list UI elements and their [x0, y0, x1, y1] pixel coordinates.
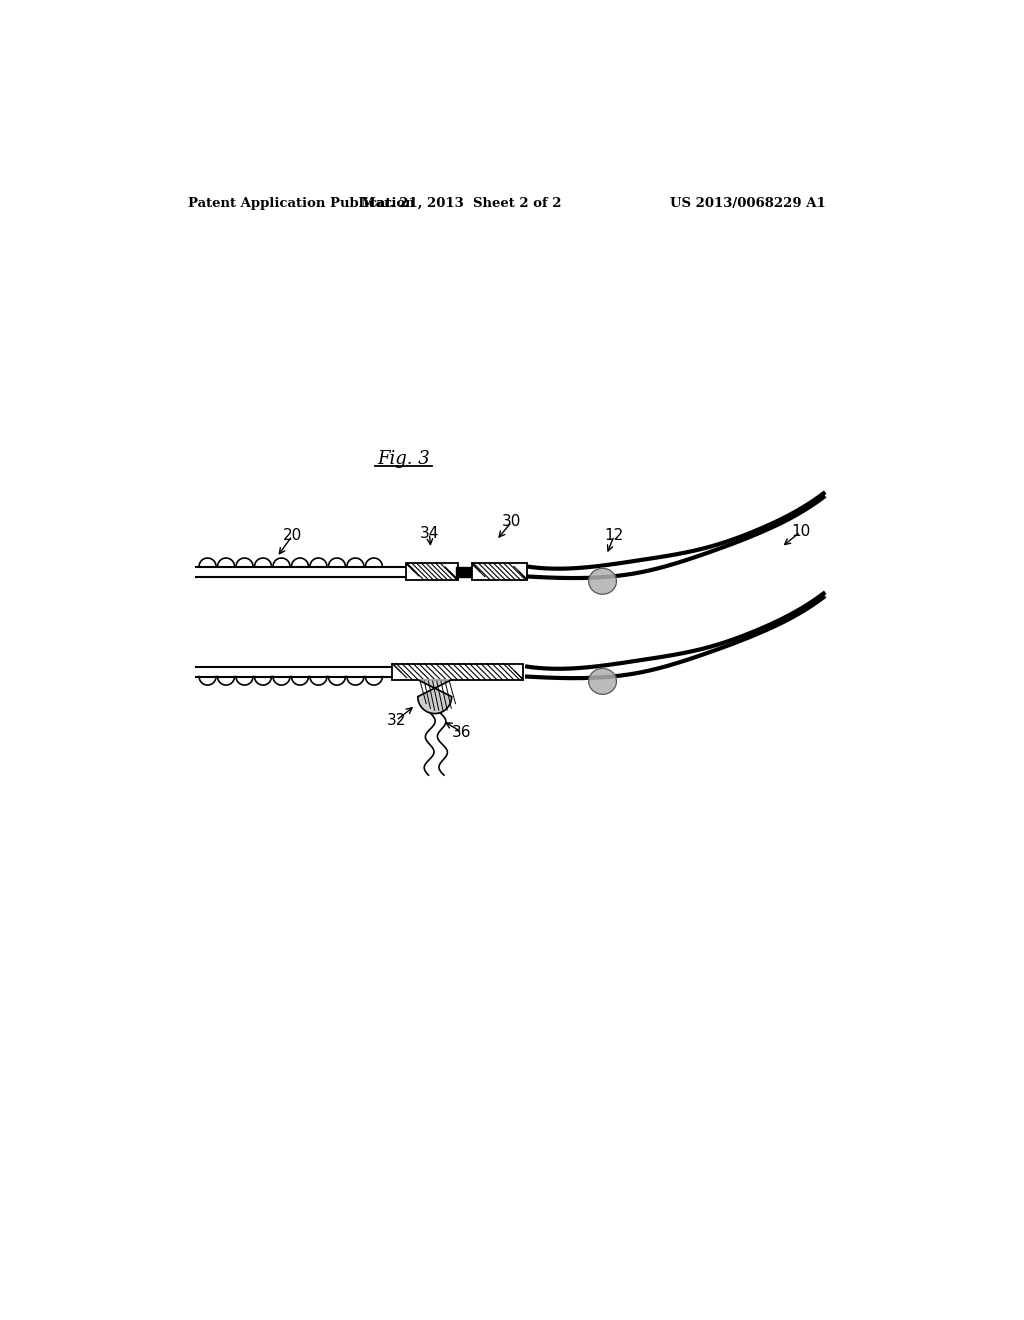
- Text: 36: 36: [452, 725, 471, 739]
- Polygon shape: [418, 680, 452, 714]
- Bar: [392, 664, 523, 680]
- Text: 32: 32: [386, 713, 406, 729]
- Text: Fig. 3: Fig. 3: [378, 450, 430, 467]
- Polygon shape: [589, 668, 616, 694]
- Text: US 2013/0068229 A1: US 2013/0068229 A1: [670, 197, 825, 210]
- Text: 34: 34: [420, 525, 439, 541]
- Bar: [407, 564, 458, 579]
- Bar: [472, 564, 527, 579]
- Text: 10: 10: [791, 524, 810, 540]
- Polygon shape: [589, 569, 616, 594]
- Text: 20: 20: [283, 528, 302, 544]
- Text: 30: 30: [502, 515, 521, 529]
- Text: Mar. 21, 2013  Sheet 2 of 2: Mar. 21, 2013 Sheet 2 of 2: [361, 197, 562, 210]
- Text: 12: 12: [604, 528, 624, 544]
- Text: Patent Application Publication: Patent Application Publication: [188, 197, 415, 210]
